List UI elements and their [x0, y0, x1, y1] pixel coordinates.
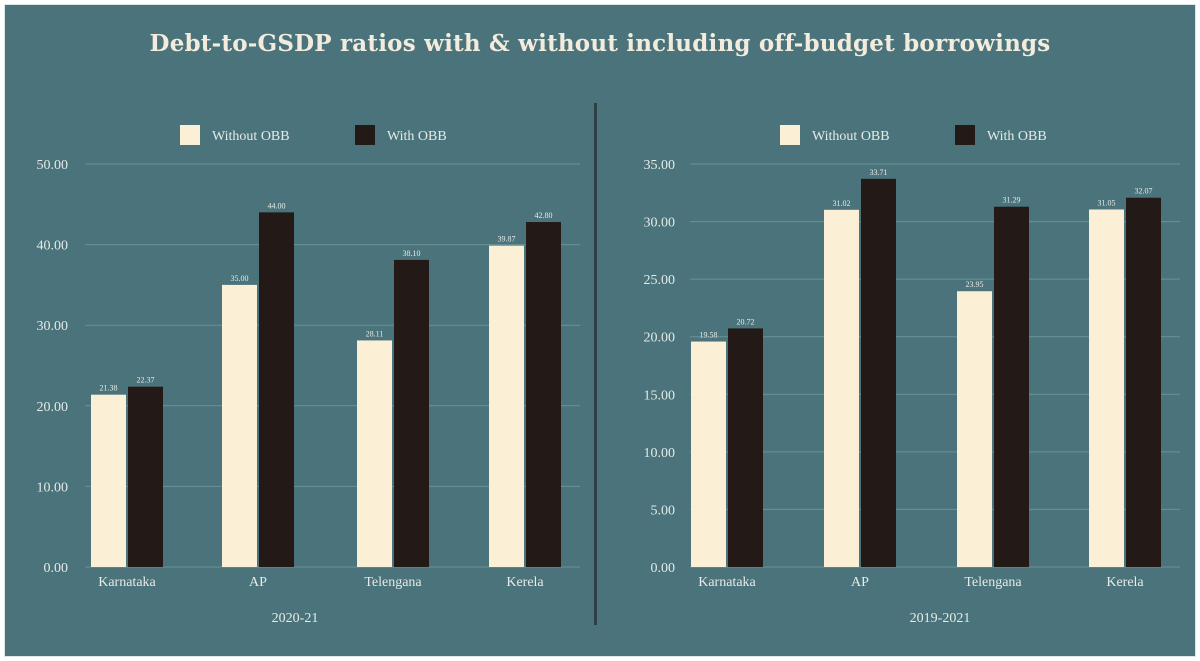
x-category-label: Telengana [964, 575, 1022, 590]
x-axis-title: 2019-2021 [910, 611, 971, 626]
bar-with-obb-kerela [526, 222, 561, 568]
data-label: 22.37 [137, 376, 155, 385]
x-category-label: Kerela [1106, 575, 1144, 590]
data-label: 38.10 [403, 249, 421, 258]
y-tick-label: 0.00 [44, 561, 69, 576]
bar-without-obb-karnataka [691, 341, 726, 567]
y-tick-label: 10.00 [37, 480, 69, 495]
data-label: 32.07 [1135, 187, 1153, 196]
legend-swatch-without-obb [180, 125, 200, 145]
bar-without-obb-telengana [957, 291, 992, 567]
y-tick-label: 0.00 [651, 561, 676, 576]
data-label: 28.11 [366, 329, 384, 338]
x-axis-title: 2020-21 [272, 611, 319, 626]
bar-with-obb-telengana [394, 259, 429, 567]
y-tick-label: 10.00 [644, 446, 676, 461]
y-tick-label: 15.00 [644, 388, 676, 403]
y-tick-label: 30.00 [37, 319, 69, 334]
bar-with-obb-ap [861, 178, 896, 567]
bar-with-obb-ap [259, 212, 294, 568]
data-label: 20.72 [737, 317, 755, 326]
data-label: 31.29 [1003, 196, 1021, 205]
y-tick-label: 30.00 [644, 216, 676, 231]
y-tick-label: 20.00 [644, 331, 676, 346]
x-category-label: AP [249, 575, 267, 590]
bar-with-obb-kerela [1126, 197, 1161, 567]
data-label: 31.02 [833, 199, 851, 208]
data-label: 42.80 [535, 211, 553, 220]
bar-without-obb-ap [824, 209, 859, 568]
y-tick-label: 5.00 [651, 503, 676, 518]
chart-divider [594, 103, 597, 625]
x-category-label: Telengana [364, 575, 422, 590]
bar-with-obb-karnataka [728, 328, 763, 567]
legend-label: Without OBB [812, 129, 890, 144]
data-label: 23.95 [966, 280, 984, 289]
legend-swatch-with-obb [355, 125, 375, 145]
y-tick-label: 40.00 [37, 239, 69, 254]
y-tick-label: 20.00 [37, 400, 69, 415]
bar-without-obb-karnataka [91, 394, 126, 567]
data-label: 31.05 [1098, 198, 1116, 207]
bar-with-obb-telengana [994, 206, 1029, 567]
data-label: 35.00 [231, 274, 249, 283]
y-tick-label: 50.00 [37, 158, 69, 173]
x-category-label: Kerela [506, 575, 544, 590]
y-tick-label: 35.00 [644, 158, 676, 173]
bar-without-obb-ap [222, 284, 257, 567]
bar-without-obb-telengana [357, 340, 392, 567]
data-label: 44.00 [268, 201, 286, 210]
y-tick-label: 25.00 [644, 273, 676, 288]
bar-with-obb-karnataka [128, 386, 163, 567]
legend-swatch-without-obb [780, 125, 800, 145]
x-category-label: AP [851, 575, 869, 590]
legend-label: Without OBB [212, 129, 290, 144]
x-category-label: Karnataka [98, 575, 156, 590]
bar-without-obb-kerela [489, 245, 524, 567]
x-category-label: Karnataka [698, 575, 756, 590]
legend-label: With OBB [987, 129, 1047, 144]
data-label: 19.58 [700, 331, 718, 340]
chart-title: Debt-to-GSDP ratios with & without inclu… [149, 30, 1051, 57]
bar-without-obb-kerela [1089, 209, 1124, 567]
data-label: 33.71 [870, 168, 888, 177]
data-label: 39.87 [498, 235, 516, 244]
legend-swatch-with-obb [955, 125, 975, 145]
data-label: 21.38 [100, 384, 118, 393]
legend-label: With OBB [387, 129, 447, 144]
